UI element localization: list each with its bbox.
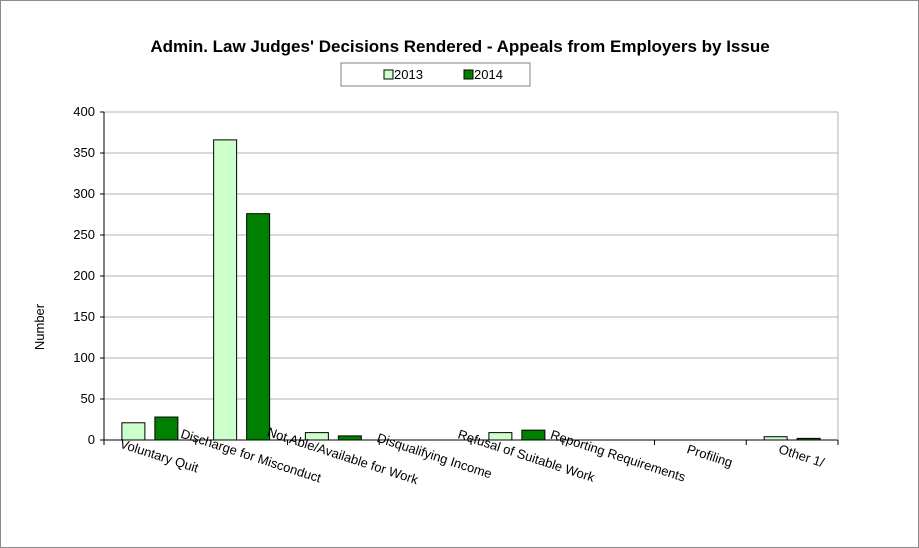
bar-2014-2 [337, 435, 362, 441]
chart-title: Admin. Law Judges' Decisions Rendered - … [150, 37, 769, 56]
y-tick-label: 250 [73, 227, 95, 242]
legend-swatch-2014 [463, 69, 474, 80]
bars [121, 139, 821, 441]
bar-2014-0 [154, 416, 179, 441]
bar-2013-1 [213, 139, 238, 441]
bar-2014-1 [246, 213, 271, 441]
legend-label-2014: 2014 [474, 67, 503, 82]
legend-swatch-2013 [383, 69, 394, 80]
y-tick-label: 300 [73, 186, 95, 201]
y-tick-label: 50 [81, 391, 95, 406]
y-tick-label: 400 [73, 104, 95, 119]
x-category-label: Other 1/ [777, 441, 827, 470]
bar-2014-4 [521, 429, 546, 441]
y-tick-label: 350 [73, 145, 95, 160]
y-axis-label: Number [32, 303, 47, 350]
axes [103, 112, 839, 445]
legend-label-2013: 2013 [394, 67, 423, 82]
y-axis-ticks: 0 50 100 150 200 250 300 350 400 [73, 104, 104, 447]
y-tick-label: 150 [73, 309, 95, 324]
x-category-label: Not Able/Available for Work [265, 424, 420, 487]
y-tick-label: 100 [73, 350, 95, 365]
y-tick-label: 0 [88, 432, 95, 447]
x-category-label: Profiling [685, 441, 734, 470]
legend-box [340, 62, 531, 87]
legend: 2013 2014 [340, 62, 531, 87]
y-tick-label: 200 [73, 268, 95, 283]
